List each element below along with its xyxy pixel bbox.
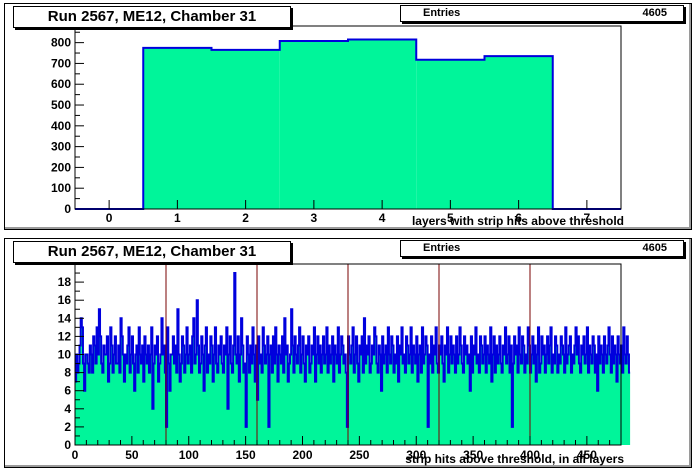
y-tick-label: 14 xyxy=(58,311,72,325)
y-tick-label: 600 xyxy=(51,77,71,91)
y-tick-label: 100 xyxy=(51,181,71,195)
y-tick-label: 6 xyxy=(64,384,71,398)
x-tick-label: 7 xyxy=(584,211,591,225)
x-tick-label: 200 xyxy=(292,448,312,462)
layers-histogram-svg: 0 100 200 300 400 500 600 700 800 0 1 2 3 4 5 6 7layers … xyxy=(51,25,624,228)
stats-entries-label: Entries xyxy=(423,242,461,254)
x-axis-label: strip hits above threshold, in all layer… xyxy=(405,452,624,466)
histogram-bar xyxy=(484,56,553,209)
y-tick-label: 0 xyxy=(64,438,71,452)
x-tick-label: 450 xyxy=(577,448,597,462)
histogram-outline xyxy=(75,38,621,210)
y-tick-label: 4 xyxy=(64,402,71,416)
x-tick-label: 2 xyxy=(242,211,249,225)
histogram-title: Run 2567, ME12, Chamber 31 xyxy=(13,241,291,263)
x-tick-label: 0 xyxy=(72,448,79,462)
x-tick-label: 0 xyxy=(106,211,113,225)
y-tick-label: 800 xyxy=(51,36,71,50)
y-tick-label: 300 xyxy=(51,140,71,154)
histogram-bar xyxy=(143,47,212,209)
x-tick-label: 400 xyxy=(520,448,540,462)
x-tick-label: 6 xyxy=(515,211,522,225)
histogram-bar xyxy=(279,40,348,209)
stats-box: Entries 4605 xyxy=(400,5,684,22)
y-tick-label: 200 xyxy=(51,160,71,174)
stats-box: Entries 4605 xyxy=(400,240,684,257)
histogram-bar xyxy=(416,59,485,210)
histogram-outline xyxy=(75,272,631,428)
y-tick-label: 16 xyxy=(58,293,72,307)
y-tick-label: 500 xyxy=(51,98,71,112)
top-histogram-panel: 0 100 200 300 400 500 600 700 800 0 1 2 3 4 5 6 7 layers … xyxy=(4,3,692,230)
histogram-title: Run 2567, ME12, Chamber 31 xyxy=(13,6,291,28)
histogram-fill xyxy=(75,273,631,445)
x-tick-label: 250 xyxy=(349,448,369,462)
histogram-bar xyxy=(211,49,280,210)
y-tick-label: 700 xyxy=(51,56,71,70)
y-tick-label: 10 xyxy=(58,348,72,362)
x-tick-label: 1 xyxy=(174,211,181,225)
y-tick-label: 18 xyxy=(58,275,72,289)
plot-frame xyxy=(74,25,622,210)
x-axis-label: layers with strip hits above threshold xyxy=(412,214,624,228)
y-tick-label: 400 xyxy=(51,119,71,133)
y-tick-label: 0 xyxy=(64,202,71,216)
y-tick-label: 8 xyxy=(64,366,71,380)
x-tick-label: 50 xyxy=(125,448,139,462)
stats-entries-value: 4605 xyxy=(642,7,667,19)
x-tick-label: 4 xyxy=(379,211,386,225)
x-tick-label: 100 xyxy=(179,448,199,462)
y-tick-label: 12 xyxy=(58,329,72,343)
x-tick-label: 3 xyxy=(311,211,318,225)
x-tick-label: 5 xyxy=(447,211,454,225)
stats-entries-label: Entries xyxy=(423,7,461,19)
histogram-bar xyxy=(348,39,417,209)
x-tick-label: 350 xyxy=(463,448,483,462)
x-tick-label: 300 xyxy=(406,448,426,462)
stats-entries-value: 4605 xyxy=(642,242,667,254)
x-tick-label: 150 xyxy=(236,448,256,462)
y-tick-label: 2 xyxy=(64,420,71,434)
bottom-histogram-panel: 0 2 4 6 8 10 12 14 16 18 0 50 100 150 200 250 300 350 400 4… xyxy=(4,238,692,468)
